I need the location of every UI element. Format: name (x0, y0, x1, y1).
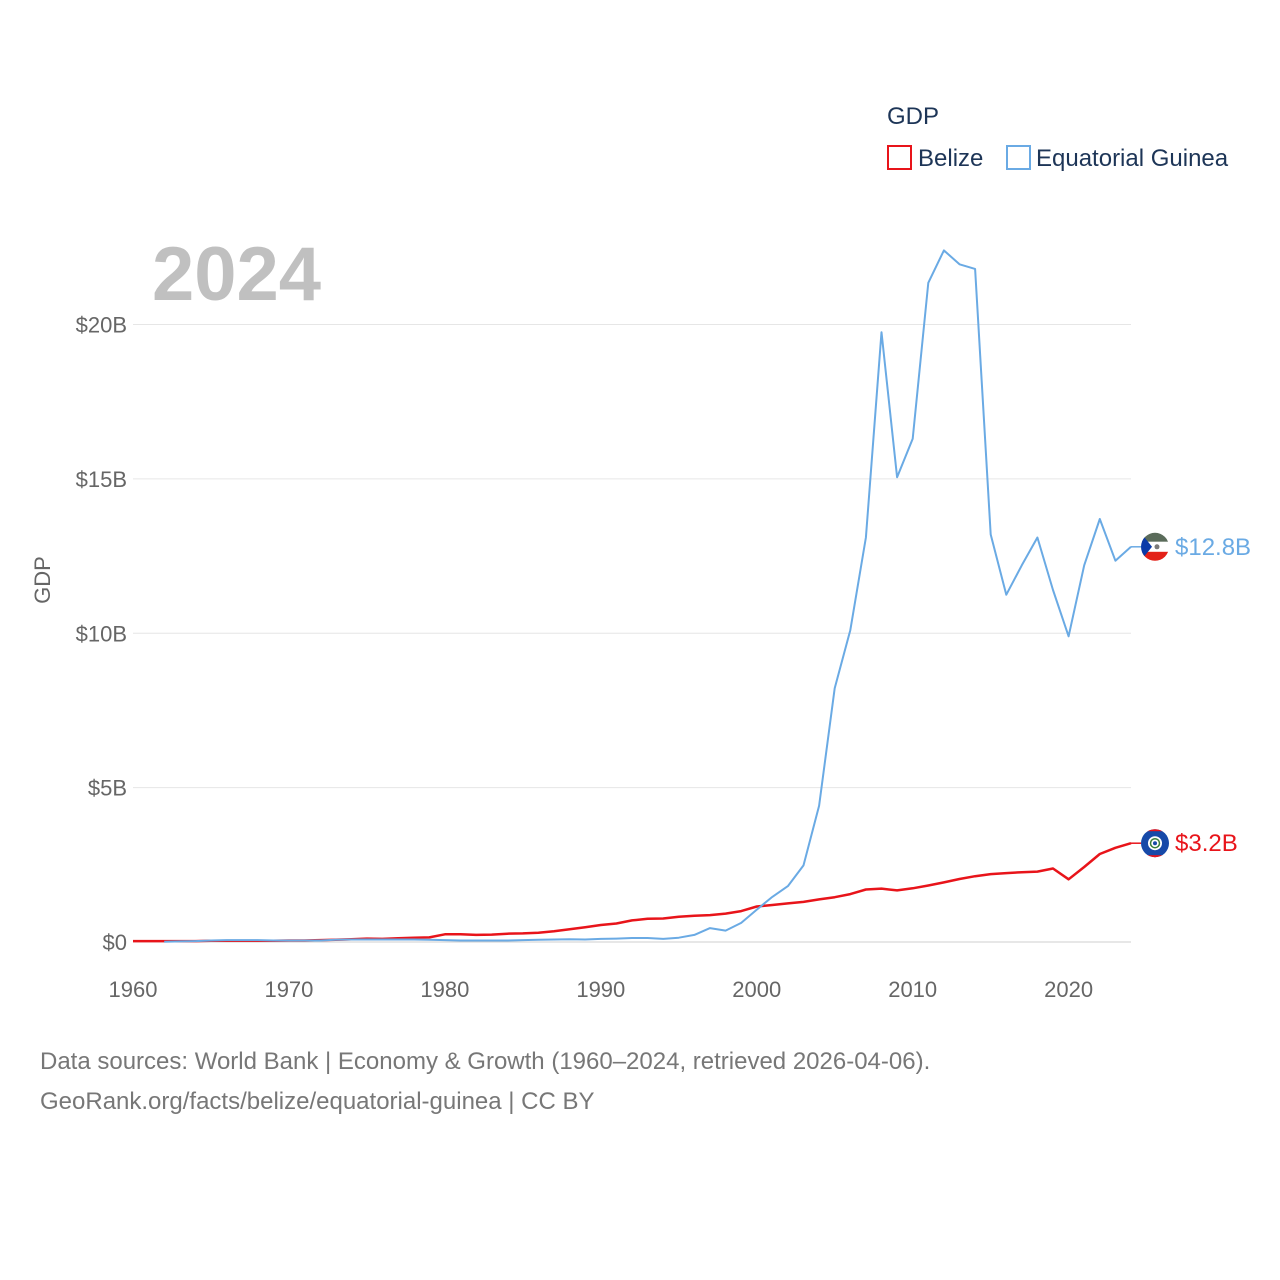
legend-title: GDP (887, 103, 939, 130)
x-tick-label: 1970 (264, 977, 313, 1002)
x-tick-label: 2000 (732, 977, 781, 1002)
legend-label-equatorial-guinea: Equatorial Guinea (1036, 145, 1229, 172)
end-label-equatorial-guinea: $12.8B (1175, 534, 1251, 561)
x-tick-label: 1980 (420, 977, 469, 1002)
legend-label-belize: Belize (918, 145, 983, 172)
year-label: 2024 (152, 232, 321, 317)
footer-sources: Data sources: World Bank | Economy & Gro… (40, 1048, 931, 1075)
legend-swatch-belize (887, 145, 912, 170)
y-tick-label: $20B (76, 313, 127, 338)
legend-swatch-equatorial-guinea (1006, 145, 1031, 170)
y-axis-title: GDP (30, 556, 55, 604)
y-tick-label: $15B (76, 467, 127, 492)
footer: Data sources: World Bank | Economy & Gro… (40, 1042, 930, 1122)
belize-flag-icon (1141, 829, 1169, 858)
y-tick-label: $5B (88, 776, 127, 801)
x-tick-label: 2020 (1044, 977, 1093, 1002)
end-label-belize: $3.2B (1175, 830, 1238, 857)
series-line-equatorial-guinea (164, 249, 1132, 943)
gridlines (133, 324, 1131, 943)
series-line-belize (133, 842, 1132, 943)
legend-item-equatorial-guinea[interactable]: Equatorial Guinea (1006, 145, 1229, 172)
x-tick-label: 1990 (576, 977, 625, 1002)
equatorial-guinea-flag-icon (1141, 532, 1169, 561)
x-tick-label: 1960 (109, 977, 158, 1002)
series-lines (133, 249, 1132, 943)
y-axis-ticks: $0 $5B $10B $15B $20B (76, 313, 127, 956)
x-axis-ticks: 1960 1970 1980 1990 2000 2010 2020 (109, 977, 1094, 1002)
footer-attribution: GeoRank.org/facts/belize/equatorial-guin… (40, 1088, 595, 1115)
end-markers: $3.2B $12.8B (1131, 532, 1251, 858)
x-tick-label: 2010 (888, 977, 937, 1002)
legend-item-belize[interactable]: Belize (887, 145, 983, 172)
y-tick-label: $10B (76, 621, 127, 646)
legend: GDP Belize Equatorial Guinea (887, 103, 1229, 172)
y-tick-label: $0 (103, 930, 127, 955)
